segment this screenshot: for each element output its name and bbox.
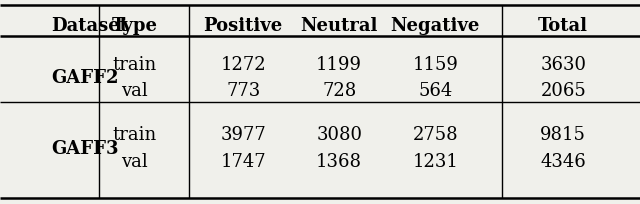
Text: 9815: 9815 (540, 126, 586, 144)
Text: GAFF3: GAFF3 (51, 139, 118, 157)
Text: 1747: 1747 (220, 152, 266, 170)
Text: 4346: 4346 (540, 152, 586, 170)
Text: train: train (112, 126, 157, 144)
Text: Dataset: Dataset (51, 17, 128, 34)
Text: Total: Total (538, 17, 588, 34)
Text: GAFF2: GAFF2 (51, 69, 118, 86)
Text: val: val (121, 152, 148, 170)
Text: 1159: 1159 (412, 55, 458, 73)
Text: 1231: 1231 (412, 152, 458, 170)
Text: 3630: 3630 (540, 55, 586, 73)
Text: Negative: Negative (390, 17, 480, 34)
Text: Positive: Positive (204, 17, 283, 34)
Text: 773: 773 (226, 82, 260, 100)
Text: Type: Type (111, 17, 157, 34)
Text: 1368: 1368 (316, 152, 362, 170)
Text: 1199: 1199 (316, 55, 362, 73)
Text: 1272: 1272 (220, 55, 266, 73)
Text: 2065: 2065 (540, 82, 586, 100)
Text: train: train (112, 55, 157, 73)
Text: 2758: 2758 (412, 126, 458, 144)
Text: 564: 564 (418, 82, 452, 100)
Text: 3080: 3080 (316, 126, 362, 144)
Text: 3977: 3977 (220, 126, 266, 144)
Text: Neutral: Neutral (301, 17, 378, 34)
Text: val: val (121, 82, 148, 100)
Text: 728: 728 (322, 82, 356, 100)
